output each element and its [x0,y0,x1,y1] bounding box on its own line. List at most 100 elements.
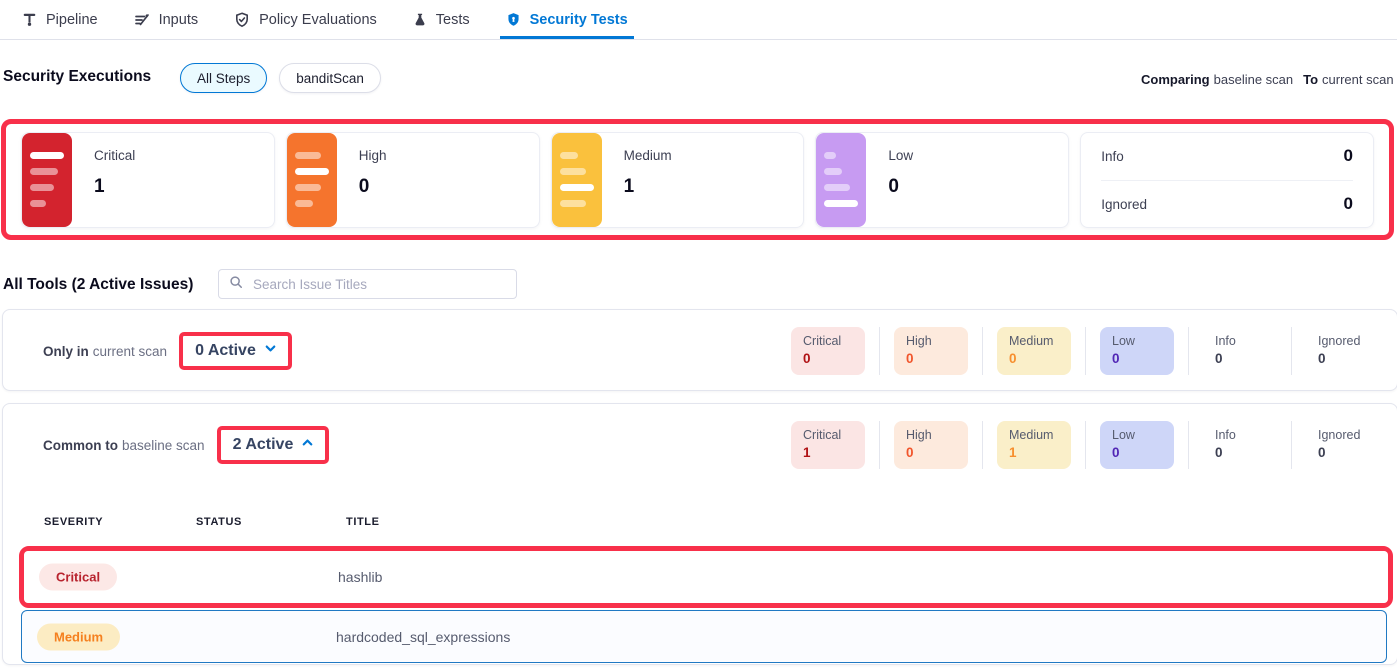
chip-info[interactable]: Info 0 [1203,327,1277,375]
tab-label: Policy Evaluations [259,11,377,28]
card-count: 0 [358,175,370,197]
chip-critical[interactable]: Critical 0 [791,327,865,375]
summary-card-high: High 0 [285,131,540,228]
chip-divider [879,327,880,375]
tab-pipeline[interactable]: Pipeline [22,0,98,39]
issue-title: hardcoded_sql_expressions [336,628,511,645]
ignored-row: Ignored 0 [1101,181,1353,228]
active-count-label: 2 Active [232,436,294,453]
chip-high[interactable]: High 0 [894,327,968,375]
chip-high[interactable]: High 0 [894,421,968,469]
chip-medium[interactable]: Medium 1 [997,421,1071,469]
ignored-count: 0 [1343,194,1353,213]
issue-search [218,269,517,299]
section-label-rest: baseline scan [122,437,205,453]
filter-pill-banditscan[interactable]: banditScan [279,63,381,93]
section-label: Common to baseline scan [43,438,205,453]
chip-divider [1291,421,1292,469]
chip-low[interactable]: Low 0 [1100,327,1174,375]
section-label-rest: current scan [92,343,168,359]
ignored-label: Ignored [1101,196,1147,212]
low-severity-icon [816,132,867,227]
card-count: 1 [94,175,105,197]
critical-severity-icon [22,132,72,227]
chip-count: 0 [803,351,811,366]
summary-card-info-ignored: Info 0 Ignored 0 [1080,131,1374,228]
chip-ignored[interactable]: Ignored 0 [1306,327,1380,375]
active-count-dropdown[interactable]: 0 Active [179,332,292,370]
chip-label: Info [1215,334,1236,348]
chip-low[interactable]: Low 0 [1100,421,1174,469]
tab-security-tests[interactable]: Security Tests [499,0,634,39]
column-header-title: TITLE [346,516,380,528]
active-count-dropdown[interactable]: 2 Active [216,426,330,464]
chip-divider [1085,421,1086,469]
chip-label: High [906,428,932,442]
tab-label: Security Tests [529,11,628,28]
column-header-severity: SEVERITY [44,516,104,528]
severity-chips: Critical 1 High 0 Medium 1 Low 0 Info [791,421,1380,469]
to-label: To [1303,72,1319,87]
active-tab-underline [499,36,634,39]
chip-label: Low [1112,428,1135,442]
severity-badge-medium: Medium [37,623,121,650]
card-count: 0 [888,175,899,197]
info-label: Info [1101,148,1124,164]
comparing-prefix: Comparing [1141,72,1210,87]
chip-divider [879,421,880,469]
execution-tabbar: Pipeline Inputs Policy Evaluations [0,0,1397,40]
chip-label: Info [1215,428,1236,442]
high-severity-icon [286,132,337,227]
tab-tests[interactable]: Tests [413,0,470,39]
tab-policy-evaluations[interactable]: Policy Evaluations [234,0,377,39]
summary-card-medium: Medium 1 [550,131,805,228]
chip-count: 0 [906,445,914,460]
inputs-icon [134,12,150,28]
severity-badge-critical: Critical [39,563,118,591]
table-row-hashlib[interactable]: Critical hashlib [24,551,1388,603]
chip-critical[interactable]: Critical 1 [791,421,865,469]
chip-ignored[interactable]: Ignored 0 [1306,421,1380,469]
chip-count: 0 [1112,351,1120,366]
chip-label: Medium [1009,334,1054,348]
chip-divider [1085,327,1086,375]
annotation-box-row: Critical hashlib [19,546,1393,608]
chip-count: 1 [803,445,811,460]
chevron-down-icon [263,341,278,361]
section-only-in-current-scan: Only in current scan 0 Active Critical 0 … [2,309,1397,391]
card-label: Low [888,147,914,163]
issue-title: hashlib [338,569,383,585]
baseline-scan-label: baseline scan [1213,72,1294,87]
chip-label: Critical [803,334,842,348]
chip-count: 0 [1318,351,1326,366]
chip-label: Ignored [1318,428,1361,442]
chip-count: 0 [1009,351,1017,366]
section-label-bold: Only in [43,343,89,359]
summary-card-critical: Critical 1 [21,131,275,228]
card-label: Medium [623,147,672,163]
section-label-bold: Common to [43,437,118,453]
chip-label: Medium [1009,428,1054,442]
chip-divider [1188,327,1189,375]
tab-inputs[interactable]: Inputs [134,0,198,39]
issues-table-header: SEVERITY STATUS TITLE [3,504,1397,540]
card-count: 1 [623,175,635,197]
chip-info[interactable]: Info 0 [1203,421,1277,469]
info-count: 0 [1343,146,1353,165]
section-label: Only in current scan [43,344,167,359]
search-input[interactable] [251,275,506,293]
column-header-status: STATUS [196,516,242,528]
chip-medium[interactable]: Medium 0 [997,327,1071,375]
chip-count: 0 [1112,445,1120,460]
chip-count: 0 [1215,351,1223,366]
severity-chips: Critical 0 High 0 Medium 0 Low 0 Info [791,327,1380,375]
section-common-to-baseline-scan: Common to baseline scan 2 Active Critical… [2,403,1397,665]
chip-label: Critical [803,428,842,442]
active-count-label: 0 Active [195,342,256,359]
chip-count: 1 [1009,445,1017,460]
search-icon [229,275,243,294]
security-tests-icon [506,12,521,27]
filter-pill-all-steps[interactable]: All Steps [180,63,268,93]
table-row-hardcoded-sql-expressions[interactable]: Medium hardcoded_sql_expressions [21,610,1387,663]
